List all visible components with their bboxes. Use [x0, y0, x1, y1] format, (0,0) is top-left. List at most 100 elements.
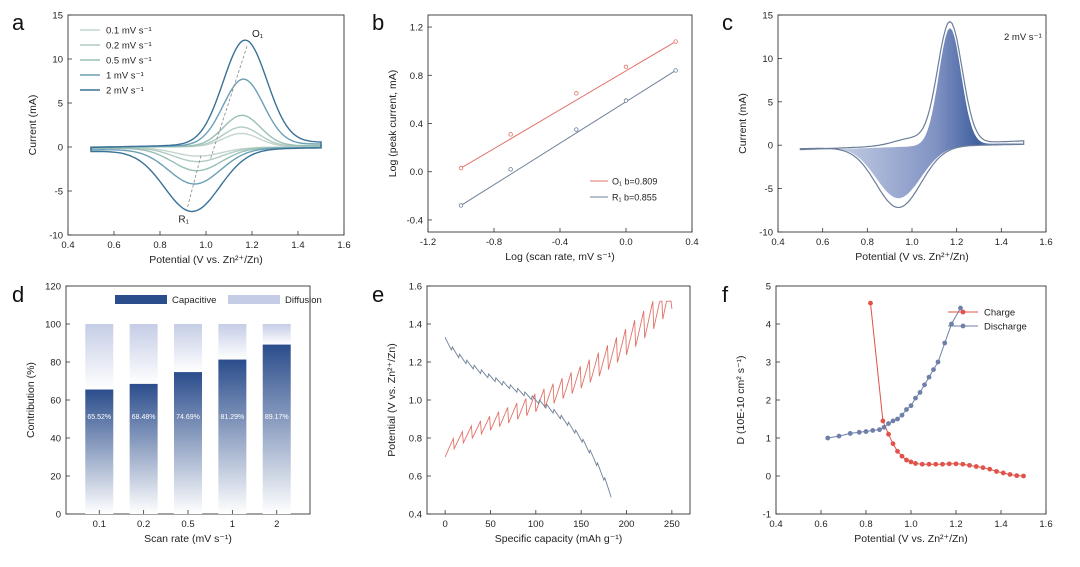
- y-tick-label: 0.4: [410, 119, 423, 130]
- discharge-curve: [444, 337, 612, 498]
- x-tick-label: 1.6: [337, 240, 350, 251]
- x-tick-label: 1.4: [291, 240, 304, 251]
- y-tick-label: 0.0: [410, 167, 423, 178]
- x-tick-label: 1.2: [950, 237, 963, 248]
- y-axis-label: Log (peak current, mA): [387, 70, 399, 177]
- x-tick-label: 0.4: [769, 519, 782, 530]
- fit-line: [460, 70, 676, 206]
- y-axis-label: Current (mA): [27, 95, 39, 156]
- legend-label: 0.1 mV s⁻¹: [106, 26, 152, 37]
- y-tick-label: 10: [762, 54, 773, 65]
- y-tick-label: 0.8: [410, 71, 423, 82]
- y-tick-label: 2: [766, 396, 771, 407]
- fit-line: [460, 41, 676, 169]
- y-axis-label: Contribution (%): [25, 362, 37, 438]
- bar-diffusion: [174, 324, 202, 373]
- plot-frame: [426, 285, 691, 515]
- x-tick-label: 0: [442, 519, 447, 530]
- x-tick-label: 1.4: [994, 519, 1007, 530]
- legend-swatch: [228, 295, 280, 304]
- data-point: [877, 427, 882, 433]
- bar-data-label: 65.52%: [87, 414, 111, 421]
- panel-letter: d: [12, 282, 24, 307]
- data-point: [458, 203, 464, 208]
- x-tick-label: 0.4: [61, 240, 74, 251]
- panel-letter: e: [372, 282, 384, 307]
- data-point: [1021, 473, 1026, 479]
- x-tick-label: 1.6: [1039, 519, 1052, 530]
- x-tick-label: 200: [619, 519, 635, 530]
- x-axis-label: Scan rate (mV s⁻¹): [144, 533, 232, 545]
- y-tick-label: 0.4: [409, 510, 422, 521]
- data-point: [933, 461, 939, 467]
- bar-diffusion: [85, 324, 114, 390]
- data-point: [953, 461, 959, 467]
- y-tick-label: 0: [58, 143, 63, 154]
- x-tick-label: 0.0: [619, 237, 632, 248]
- data-point: [913, 395, 918, 401]
- data-point: [623, 64, 629, 70]
- legend-marker: [960, 323, 966, 329]
- y-tick-label: -10: [49, 231, 63, 242]
- x-tick-label: 250: [664, 519, 680, 530]
- bar-diffusion: [129, 324, 158, 384]
- x-tick-label: 0.4: [685, 237, 698, 248]
- data-point: [847, 431, 853, 436]
- bar-data-label: 68.48%: [132, 414, 156, 421]
- bar-diffusion: [218, 324, 247, 360]
- data-point: [931, 367, 936, 372]
- y-tick-label: 100: [45, 320, 61, 331]
- x-tick-label: 0.6: [107, 240, 120, 251]
- x-tick-label: 0.8: [859, 519, 872, 530]
- legend-label: 0.2 mV s⁻¹: [106, 41, 152, 52]
- y-tick-label: 4: [766, 320, 771, 331]
- x-tick-label: -0.4: [552, 237, 568, 248]
- data-point: [856, 429, 862, 435]
- y-tick-label: -5: [55, 187, 63, 198]
- data-point: [673, 39, 678, 44]
- x-tick-label: 1.2: [245, 240, 258, 251]
- panel-f: 0.4 0.6 0.8 1.0 1.2 1.4 1.6 -1 0 1 2 3 4 5 Potential (…: [722, 282, 1053, 546]
- x-tick-label: -1.2: [420, 237, 436, 248]
- legend-marker: [960, 309, 966, 315]
- y-tick-label: 0.6: [409, 472, 422, 483]
- y-tick-label: 1.2: [410, 23, 423, 34]
- legend-label: 1 mV s⁻¹: [106, 71, 144, 82]
- legend-label: O₁ b=0.809: [612, 177, 657, 187]
- data-point: [863, 429, 869, 434]
- y-tick-label: -5: [765, 184, 773, 195]
- data-point: [899, 453, 905, 459]
- x-tick-label: 0.2: [137, 519, 150, 530]
- data-point: [886, 421, 891, 426]
- data-point: [836, 433, 842, 439]
- x-tick-label: -0.8: [486, 237, 502, 248]
- x-tick-label: 2: [274, 519, 279, 530]
- y-tick-label: 10: [52, 55, 63, 66]
- x-axis-label: Specific capacity (mAh g⁻¹): [495, 533, 623, 545]
- x-tick-label: 1.0: [904, 519, 917, 530]
- x-tick-label: 0.8: [861, 237, 874, 248]
- legend-label: Diffusion: [285, 295, 322, 306]
- legend-swatch: [115, 295, 167, 304]
- y-tick-label: -10: [759, 228, 773, 239]
- data-point: [935, 359, 941, 365]
- data-point: [1000, 470, 1006, 476]
- bar-data-label: 74.69%: [176, 414, 200, 421]
- data-point: [913, 461, 918, 466]
- x-tick-label: 150: [573, 519, 589, 530]
- data-point: [880, 418, 886, 424]
- y-tick-label: 15: [762, 11, 773, 22]
- bar-data-label: 89.17%: [265, 414, 289, 421]
- x-axis-label: Potential (V vs. Zn²⁺/Zn): [149, 254, 263, 266]
- data-point: [886, 431, 891, 437]
- panel-letter: f: [722, 282, 729, 307]
- x-tick-label: 0.6: [814, 519, 827, 530]
- data-point: [890, 418, 896, 424]
- data-point: [1007, 472, 1013, 477]
- y-axis-label: Current (mA): [737, 93, 749, 154]
- bar-capacitive: [262, 344, 291, 514]
- y-tick-label: 5: [58, 99, 63, 110]
- y-tick-label: 15: [52, 11, 63, 22]
- y-tick-label: -0.4: [407, 215, 423, 226]
